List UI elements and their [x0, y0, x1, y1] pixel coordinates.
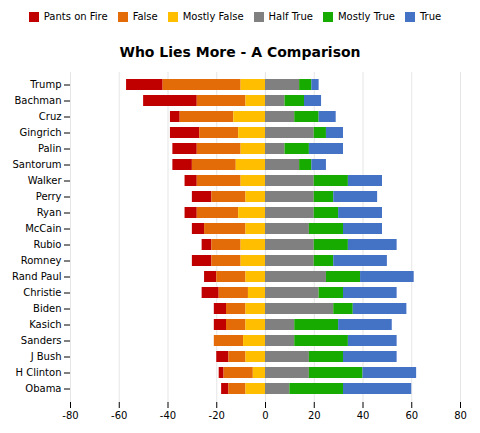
svg-text:Rand Paul: Rand Paul: [12, 271, 62, 282]
html-text:Mostly False: Mostly False: [182, 11, 244, 22]
svg-text:Sanders: Sanders: [21, 335, 62, 346]
html-text:Pants on Fire: Pants on Fire: [43, 11, 108, 22]
svg-text:McCain: McCain: [25, 223, 61, 234]
svg-text:J Bush: J Bush: [30, 351, 62, 362]
html-text:Who Lies More - A Comparison: Who Lies More - A Comparison: [119, 44, 361, 60]
svg-text:Trump: Trump: [29, 79, 61, 90]
svg-text:Bachman: Bachman: [14, 95, 61, 106]
svg-text:-40: -40: [160, 410, 176, 421]
svg-text:Rubio: Rubio: [33, 239, 61, 250]
svg-text:Obama: Obama: [25, 383, 61, 394]
svg-text:Gingrich: Gingrich: [20, 127, 62, 138]
html-text:False: False: [132, 11, 158, 22]
svg-text:Christie: Christie: [23, 287, 61, 298]
svg-text:-60: -60: [111, 410, 127, 421]
svg-text:Walker: Walker: [28, 175, 63, 186]
svg-text:80: 80: [454, 410, 467, 421]
html-text:True: True: [420, 11, 442, 22]
svg-text:Ryan: Ryan: [37, 207, 62, 218]
svg-text:20: 20: [308, 410, 321, 421]
svg-text:H Clinton: H Clinton: [16, 367, 62, 378]
svg-text:Cruz: Cruz: [39, 111, 62, 122]
html-text:Mostly True: Mostly True: [338, 11, 395, 22]
svg-text:-80: -80: [62, 410, 78, 421]
svg-text:Perry: Perry: [36, 191, 62, 202]
svg-text:40: 40: [357, 410, 370, 421]
svg-text:-20: -20: [209, 410, 225, 421]
html-text:Half True: Half True: [268, 11, 313, 22]
svg-text:60: 60: [405, 410, 418, 421]
svg-text:Romney: Romney: [21, 255, 62, 266]
svg-text:Biden: Biden: [33, 303, 61, 314]
svg-text:Palin: Palin: [38, 143, 62, 154]
svg-text:Kasich: Kasich: [29, 319, 61, 330]
svg-text:0: 0: [262, 410, 268, 421]
svg-text:Santorum: Santorum: [12, 159, 61, 170]
